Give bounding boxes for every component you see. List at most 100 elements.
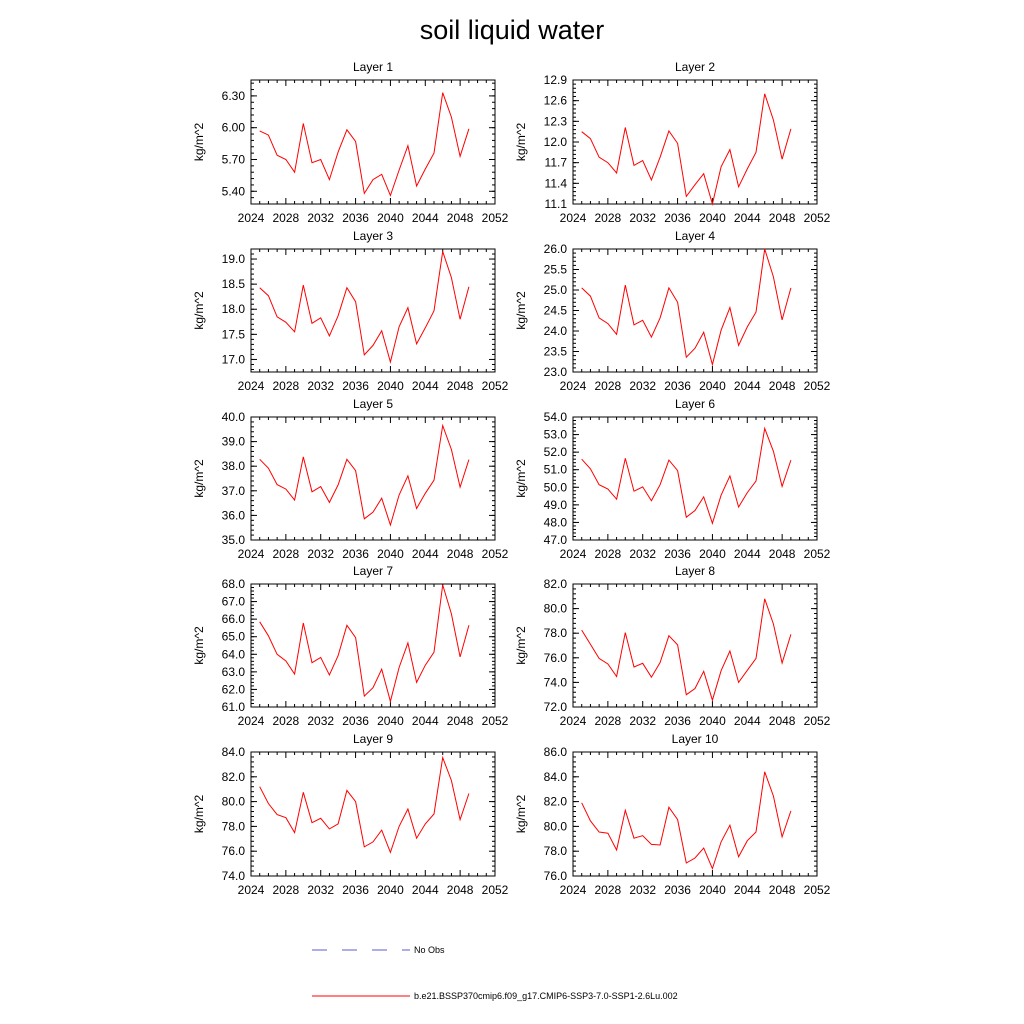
x-tick-label: 2036 <box>664 547 691 561</box>
y-axis-label: kg/m^2 <box>192 459 206 498</box>
y-tick-label: 5.70 <box>222 152 246 166</box>
x-tick-label: 2032 <box>307 211 334 225</box>
y-tick-label: 23.0 <box>544 365 568 379</box>
x-tick-label: 2032 <box>629 379 656 393</box>
x-tick-label: 2028 <box>595 883 622 897</box>
y-tick-label: 78.0 <box>544 626 568 640</box>
y-axis-label: kg/m^2 <box>514 626 528 665</box>
y-tick-label: 67.0 <box>222 595 246 609</box>
x-tick-label: 2032 <box>307 379 334 393</box>
panel-title: Layer 2 <box>675 60 715 74</box>
panel-title: Layer 3 <box>353 229 393 243</box>
y-tick-label: 35.0 <box>222 533 246 547</box>
y-tick-label: 11.4 <box>545 176 568 190</box>
x-tick-label: 2032 <box>629 211 656 225</box>
x-tick-label: 2024 <box>560 883 587 897</box>
x-tick-label: 2052 <box>804 547 831 561</box>
y-tick-label: 49.0 <box>544 498 568 512</box>
panel-title: Layer 7 <box>353 564 393 578</box>
y-tick-label: 6.30 <box>222 89 246 103</box>
panel-layer-8: Layer 8 2024 2028 2032 2036 2040 2044 2048 2052 7… <box>514 564 831 728</box>
x-tick-label: 2044 <box>412 714 439 728</box>
x-tick-label: 2040 <box>377 379 404 393</box>
panel-title: Layer 1 <box>353 60 393 74</box>
legend-obs-label: No Obs <box>414 945 445 955</box>
panel-layer-9: Layer 9 2024 2028 2032 2036 2040 2044 2048 2052 7… <box>192 732 509 897</box>
x-tick-label: 2032 <box>307 714 334 728</box>
y-axis-label: kg/m^2 <box>192 123 206 162</box>
x-tick-label: 2028 <box>273 714 300 728</box>
x-tick-label: 2044 <box>412 883 439 897</box>
y-axis-label: kg/m^2 <box>192 626 206 665</box>
y-tick-label: 47.0 <box>544 533 568 547</box>
x-tick-label: 2052 <box>804 714 831 728</box>
y-axis-label: kg/m^2 <box>514 459 528 498</box>
x-tick-label: 2048 <box>447 714 474 728</box>
y-tick-label: 74.0 <box>544 675 568 689</box>
y-tick-label: 68.0 <box>222 577 246 591</box>
y-tick-label: 36.0 <box>222 508 246 522</box>
x-tick-label: 2052 <box>482 547 509 561</box>
x-tick-label: 2024 <box>238 379 265 393</box>
x-tick-label: 2044 <box>734 547 761 561</box>
y-tick-label: 39.0 <box>222 435 246 449</box>
x-tick-label: 2052 <box>804 379 831 393</box>
x-tick-label: 2048 <box>769 379 796 393</box>
x-tick-label: 2028 <box>595 379 622 393</box>
y-tick-label: 80.0 <box>222 795 246 809</box>
x-tick-label: 2048 <box>769 714 796 728</box>
y-tick-label: 84.0 <box>222 745 246 759</box>
y-tick-label: 76.0 <box>222 844 246 858</box>
x-tick-label: 2040 <box>699 714 726 728</box>
legend-model-label: b.e21.BSSP370cmip6.f09_g17.CMIP6-SSP3-7.… <box>414 991 678 1001</box>
plot-frame <box>250 583 496 708</box>
y-axis-label: kg/m^2 <box>192 795 206 834</box>
x-tick-label: 2040 <box>377 714 404 728</box>
series-line-model <box>259 755 470 854</box>
panel-title: Layer 9 <box>353 732 393 746</box>
y-tick-label: 72.0 <box>544 700 568 714</box>
x-tick-label: 2048 <box>769 211 796 225</box>
y-axis-label: kg/m^2 <box>514 291 528 330</box>
plot-frame <box>250 79 496 205</box>
x-tick-label: 2040 <box>699 379 726 393</box>
x-tick-label: 2028 <box>273 379 300 393</box>
x-tick-label: 2036 <box>342 379 369 393</box>
series-line-model <box>581 93 792 206</box>
chart-title: soil liquid water <box>420 15 605 45</box>
legend: No Obs b.e21.BSSP370cmip6.f09_g17.CMIP6-… <box>312 945 678 1001</box>
panel-title: Layer 4 <box>675 229 715 243</box>
y-tick-label: 50.0 <box>544 480 568 494</box>
y-tick-label: 12.0 <box>544 135 568 149</box>
panel-title: Layer 8 <box>675 564 715 578</box>
y-tick-label: 24.5 <box>544 304 568 318</box>
y-tick-label: 12.9 <box>544 73 568 87</box>
y-tick-label: 11.1 <box>545 197 568 211</box>
x-tick-label: 2036 <box>664 211 691 225</box>
y-tick-label: 51.0 <box>544 463 568 477</box>
x-tick-label: 2032 <box>629 714 656 728</box>
y-tick-label: 26.0 <box>544 242 568 256</box>
panel-layer-2: Layer 2 2024 2028 2032 2036 2040 2044 2048 2052 1… <box>514 60 831 225</box>
y-tick-label: 82.0 <box>222 770 246 784</box>
panel-layer-3: Layer 3 2024 2028 2032 2036 2040 2044 2048 2052 1… <box>192 229 509 393</box>
y-tick-label: 61.0 <box>222 700 246 714</box>
x-tick-label: 2052 <box>482 714 509 728</box>
panel-layer-6: Layer 6 2024 2028 2032 2036 2040 2044 2048 2052 4… <box>514 397 831 561</box>
panel-title: Layer 6 <box>675 397 715 411</box>
y-tick-label: 64.0 <box>222 647 246 661</box>
panel-layer-7: Layer 7 2024 2028 2032 2036 2040 2044 2048 2052 6… <box>192 564 509 728</box>
y-tick-label: 84.0 <box>544 770 568 784</box>
x-tick-label: 2044 <box>412 547 439 561</box>
x-tick-label: 2044 <box>734 211 761 225</box>
x-tick-label: 2036 <box>342 547 369 561</box>
y-tick-label: 17.5 <box>222 327 246 341</box>
y-axis-label: kg/m^2 <box>192 291 206 330</box>
y-tick-label: 11.7 <box>545 156 568 170</box>
y-tick-label: 63.0 <box>222 665 246 679</box>
x-tick-label: 2044 <box>412 379 439 393</box>
panel-layer-1: Layer 1 2024 2028 2032 2036 2040 2044 2048 2052 5… <box>192 60 509 225</box>
y-tick-label: 78.0 <box>544 844 568 858</box>
x-tick-label: 2040 <box>377 883 404 897</box>
